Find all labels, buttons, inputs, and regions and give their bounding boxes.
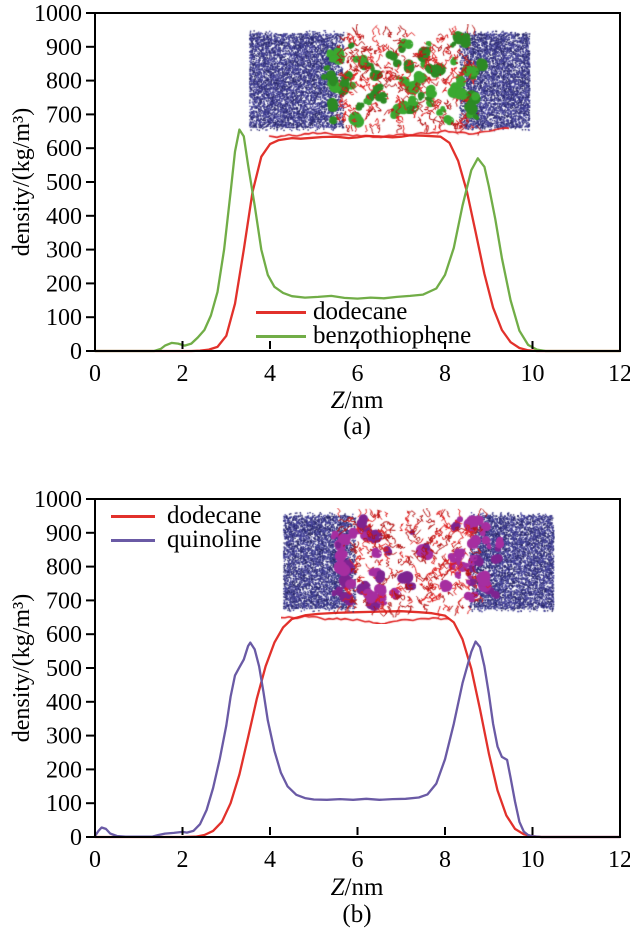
- x-tick-label: 12: [608, 361, 630, 387]
- y-tick-label: 200: [46, 757, 82, 783]
- legend-row-quinoline: quinoline: [111, 526, 262, 553]
- legend-line-dodecane: [256, 310, 306, 314]
- x-tick-label: 12: [608, 847, 630, 873]
- y-axis-label-b: density/(kg/m³): [9, 593, 35, 743]
- legend-a: dodecane benzothiophene: [256, 298, 472, 349]
- y-tick-label: 900: [46, 35, 82, 61]
- y-tick-label: 600: [46, 622, 82, 648]
- legend-b: dodecane quinoline: [111, 502, 262, 553]
- panel-label-b: (b): [342, 901, 372, 928]
- y-tick-label: 0: [70, 825, 82, 851]
- series-line-dodecane: [93, 610, 622, 839]
- legend-row-dodecane: dodecane: [111, 502, 262, 529]
- plot-border: [94, 498, 621, 838]
- legend-label-benzothiophene: benzothiophene: [313, 322, 472, 349]
- series-line-quinoline: [93, 640, 622, 839]
- legend-line-dodecane: [111, 514, 155, 518]
- legend-row-benzothiophene: benzothiophene: [256, 322, 472, 349]
- y-tick-label: 800: [46, 555, 82, 581]
- y-tick-label: 0: [70, 339, 82, 365]
- y-tick-label: 300: [46, 724, 82, 750]
- panel-label-a: (a): [343, 413, 371, 440]
- x-tick-label: 6: [352, 361, 364, 387]
- md-snapshot-inset-b: [281, 508, 555, 624]
- x-axis-label-a: Z/nm: [297, 387, 417, 415]
- md-snapshot-inset-a: [247, 24, 531, 142]
- x-tick-label: 2: [177, 847, 189, 873]
- x-tick-label: 10: [521, 361, 545, 387]
- y-tick-label: 400: [46, 204, 82, 230]
- y-tick-label: 300: [46, 238, 82, 264]
- x-tick-label: 8: [439, 361, 451, 387]
- y-tick-label: 800: [46, 69, 82, 95]
- x-tick-label: 8: [439, 847, 451, 873]
- y-tick-label: 1000: [34, 1, 82, 27]
- legend-label-quinoline: quinoline: [167, 526, 262, 553]
- y-tick-label: 100: [46, 791, 82, 817]
- x-tick-label: 4: [264, 361, 276, 387]
- y-tick-label: 1000: [34, 487, 82, 513]
- y-tick-label: 200: [46, 271, 82, 297]
- x-axis-unit-b: /nm: [344, 874, 384, 901]
- x-axis-variable-a: Z: [330, 387, 345, 414]
- legend-line-quinoline: [111, 538, 155, 542]
- x-tick-label: 2: [177, 361, 189, 387]
- legend-label-dodecane: dodecane: [313, 298, 408, 325]
- x-axis-label-b: Z/nm: [297, 874, 417, 902]
- y-axis-label-a: density/(kg/m³): [9, 107, 35, 257]
- x-axis-variable-b: Z: [330, 874, 345, 901]
- y-tick-label: 400: [46, 690, 82, 716]
- x-tick-label: 10: [521, 847, 545, 873]
- y-tick-label: 900: [46, 521, 82, 547]
- legend-line-benzothiophene: [256, 334, 306, 338]
- x-tick-label: 0: [89, 847, 101, 873]
- y-tick-label: 500: [46, 656, 82, 682]
- x-tick-label: 0: [89, 361, 101, 387]
- y-tick-label: 700: [46, 102, 82, 128]
- legend-label-dodecane: dodecane: [167, 502, 262, 529]
- y-tick-label: 100: [46, 305, 82, 331]
- x-axis-unit-a: /nm: [344, 387, 384, 414]
- x-tick-label: 4: [264, 847, 276, 873]
- y-tick-label: 700: [46, 588, 82, 614]
- series-line-benzothiophene: [93, 128, 622, 353]
- y-tick-label: 600: [46, 136, 82, 162]
- legend-row-dodecane: dodecane: [256, 298, 471, 325]
- x-tick-label: 6: [352, 847, 364, 873]
- y-tick-label: 500: [46, 170, 82, 196]
- plot-border: [94, 12, 621, 352]
- chart-(a): 0 2 4 6 8 10 12 0 100 200 300 400 500 600 700 800 900 100…: [34, 1, 630, 387]
- chart-(b): 0 2 4 6 8 10 12 0 100 200 300 400 500 600 700 800 900 100…: [34, 487, 630, 873]
